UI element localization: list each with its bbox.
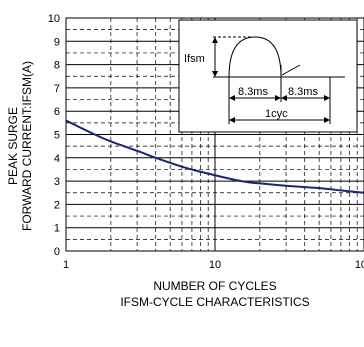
inset-diagram: Ifsm 8.3ms 8.3ms 1cyc (178, 19, 358, 133)
y-tick-label: 4 (54, 153, 60, 165)
y-tick-label: 3 (54, 176, 60, 188)
x-tick-label: 10 (209, 259, 221, 271)
inset-waveform (228, 36, 282, 78)
plot-frame (65, 17, 364, 252)
y-tick-label: 6 (54, 106, 60, 118)
inset-leader (281, 64, 301, 76)
y-tick-label: 0 (54, 246, 60, 258)
inset-ifsm-label: Ifsm (184, 53, 205, 65)
y-axis-label-line1: PEAK SURGE (6, 107, 20, 185)
x-tick-label: 100 (355, 259, 364, 271)
inset-half-cycle-label-1: 8.3ms (238, 86, 268, 98)
y-tick-label: 1 (54, 223, 60, 235)
series-line (65, 119, 364, 194)
y-tick-label: 9 (54, 36, 60, 48)
x-tick-label: 1 (63, 259, 69, 271)
inset-full-cycle-label: 1cyc (265, 108, 288, 120)
y-tick-label: 8 (54, 60, 60, 72)
y-tick-label: 5 (54, 130, 60, 142)
tick-labels: 012345678910110100 (48, 13, 364, 271)
y-axis-label-line2: FORWARD CURRENT:IFSM(A) (20, 61, 34, 231)
inset-half-cycle-label-2: 8.3ms (288, 86, 318, 98)
chart-caption: IFSM-CYCLE CHARACTERISTICS (120, 295, 309, 309)
x-axis-label: NUMBER OF CYCLES (153, 279, 276, 293)
inset-frame (178, 19, 358, 133)
y-tick-label: 7 (54, 83, 60, 95)
y-tick-label: 10 (48, 13, 60, 25)
y-tick-label: 2 (54, 199, 60, 211)
